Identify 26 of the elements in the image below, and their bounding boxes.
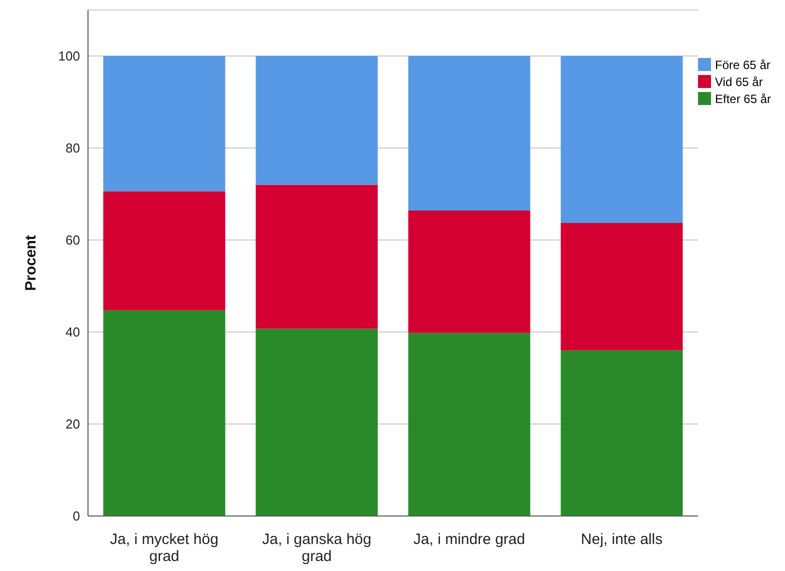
bar [408, 332, 530, 516]
x-tick-label: Ja, i mycket hög grad [110, 531, 218, 565]
x-tick-label: Ja, i ganska hög grad [262, 531, 372, 565]
bar [256, 184, 378, 329]
y-tick-label: 100 [58, 48, 80, 64]
bar [256, 56, 378, 185]
y-tick-label: 0 [72, 508, 80, 524]
y-tick-label: 80 [66, 140, 80, 156]
bar [103, 191, 226, 310]
bar [256, 328, 378, 516]
y-tick-label: 40 [66, 324, 80, 340]
y-tick-label: 20 [66, 416, 80, 432]
y-axis-title: Procent [22, 235, 40, 291]
y-tick-label: 60 [66, 232, 80, 248]
legend-label: Före 65 år [715, 58, 770, 72]
legend-label: Vid 65 år [715, 74, 763, 88]
bar [103, 310, 226, 516]
bar [103, 56, 226, 192]
legend-label: Efter 65 år [715, 92, 772, 106]
bar [560, 222, 683, 350]
x-tick-label: Nej, inte alls [580, 531, 663, 548]
bar [560, 350, 683, 516]
bar [408, 210, 530, 333]
bar [560, 56, 683, 223]
x-tick-label: Ja, i mindre grad [413, 531, 526, 548]
bar [408, 56, 530, 211]
